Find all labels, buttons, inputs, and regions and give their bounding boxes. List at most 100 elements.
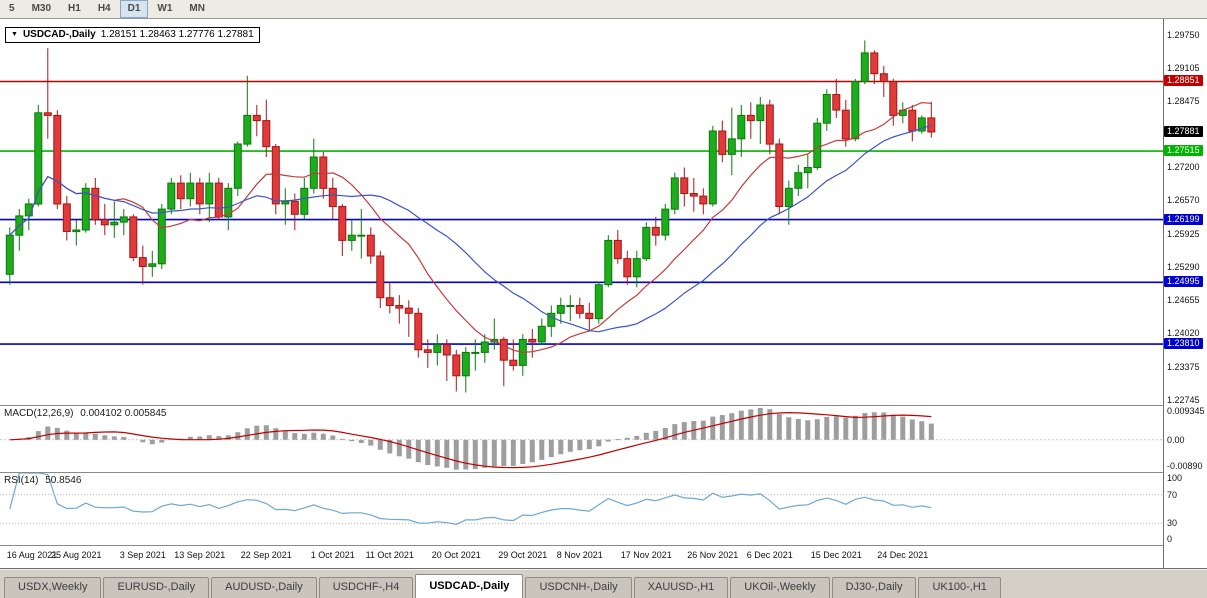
price-axis[interactable]: 1.29750 1.29105 1.28475 1.27200 1.26570 1.259… — [1163, 19, 1207, 568]
candle — [537, 325, 546, 343]
candle — [100, 219, 109, 226]
candle — [176, 182, 185, 200]
chart-window: ▼ USDCAD-,Daily 1.28151 1.28463 1.27776 … — [0, 19, 1207, 569]
macd-values: 0.004102 0.005845 — [80, 408, 167, 419]
rsi-pane[interactable]: RSI(14) 50.8546 — [0, 473, 1163, 545]
candle — [689, 193, 698, 197]
price-axis-label: 1.22745 — [1167, 395, 1200, 405]
candle — [794, 172, 803, 189]
macd-plot[interactable] — [0, 406, 1163, 472]
level-price-badge: 1.28851 — [1164, 75, 1203, 86]
candle — [34, 112, 43, 205]
rsi-plot[interactable] — [0, 473, 1163, 545]
timeframe-button-w1[interactable]: W1 — [157, 3, 173, 14]
candle — [727, 138, 736, 155]
candle — [319, 156, 328, 189]
pane-divider[interactable] — [0, 405, 1207, 406]
candle — [613, 239, 622, 260]
macd-indicator-label: MACD(12,26,9) 0.004102 0.005845 — [4, 408, 170, 419]
chevron-down-icon[interactable]: ▼ — [11, 30, 18, 38]
candle — [651, 226, 660, 236]
candle — [119, 216, 128, 223]
time-axis-label: 16 Aug 2021 — [6, 550, 58, 560]
chart-tab-usdx-weekly[interactable]: USDX,Weekly — [4, 577, 102, 598]
candle — [670, 177, 679, 210]
candle — [898, 109, 907, 116]
candle — [737, 114, 746, 140]
time-axis-label: 29 Oct 2021 — [498, 550, 548, 560]
time-axis-label: 3 Sep 2021 — [119, 550, 166, 560]
time-axis[interactable]: 16 Aug 2021 25 Aug 2021 3 Sep 2021 13 Sep 2… — [0, 546, 1163, 568]
pane-divider[interactable] — [0, 472, 1207, 473]
level-price-badge: 1.27515 — [1164, 145, 1203, 156]
candle — [870, 52, 879, 75]
candle — [908, 109, 917, 132]
candle — [528, 338, 537, 343]
candle — [233, 143, 242, 189]
macd-axis-label: 0.009345 — [1167, 406, 1205, 416]
macd-axis-label: -0.00890 — [1167, 461, 1203, 471]
chart-title-box: ▼ USDCAD-,Daily 1.28151 1.28463 1.27776 … — [5, 27, 260, 43]
candle — [53, 114, 62, 205]
price-pane[interactable]: ▼ USDCAD-,Daily 1.28151 1.28463 1.27776 … — [0, 19, 1163, 405]
time-axis-label: 25 Aug 2021 — [50, 550, 102, 560]
candle — [290, 200, 299, 215]
level-price-badge: 1.24995 — [1164, 276, 1203, 287]
candle — [157, 208, 166, 265]
rsi-axis-label: 30 — [1167, 518, 1178, 528]
timeframe-button-d1[interactable]: D1 — [119, 0, 149, 18]
candle — [186, 182, 195, 200]
candle — [803, 167, 812, 174]
candle — [195, 182, 204, 205]
chart-tab-xauusd-h1[interactable]: XAUUSD-,H1 — [633, 577, 729, 598]
candle — [395, 305, 404, 309]
timeframe-button-5[interactable]: 5 — [9, 3, 15, 14]
candle — [366, 234, 375, 257]
candle — [43, 112, 52, 116]
timeframe-button-mn[interactable]: MN — [189, 3, 205, 14]
rsi-value: 50.8546 — [45, 475, 82, 486]
candle — [632, 258, 641, 278]
chart-tab-uk100-h1[interactable]: UK100-,H1 — [918, 577, 1001, 598]
timeframe-button-m30[interactable]: M30 — [31, 3, 52, 14]
chart-tab-audusd-daily[interactable]: AUDUSD-,Daily — [211, 577, 317, 598]
macd-pane[interactable]: MACD(12,26,9) 0.004102 0.005845 — [0, 406, 1163, 472]
chart-tab-usdcnh-daily[interactable]: USDCNH-,Daily — [525, 577, 632, 598]
candle — [623, 258, 632, 278]
candle — [680, 177, 689, 194]
chart-tab-ukoil-weekly[interactable]: UKOil-,Weekly — [730, 577, 830, 598]
candle — [471, 351, 480, 354]
macd-axis-label: 0.00 — [1167, 435, 1185, 445]
price-axis-label: 1.25925 — [1167, 229, 1200, 239]
chart-tab-usdcad-daily[interactable]: USDCAD-,Daily — [415, 574, 524, 598]
candle — [214, 182, 223, 218]
candle — [509, 359, 518, 366]
rsi-axis-label: 100 — [1167, 473, 1183, 483]
candle — [927, 117, 936, 133]
time-axis-label: 24 Dec 2021 — [877, 550, 929, 560]
timeframe-button-h4[interactable]: H4 — [97, 3, 111, 14]
candle — [91, 187, 100, 221]
time-axis-label: 13 Sep 2021 — [174, 550, 226, 560]
candle — [718, 130, 727, 155]
chart-tab-eurusd-daily[interactable]: EURUSD-,Daily — [103, 577, 210, 598]
candle — [708, 130, 717, 205]
rsi-axis-label: 70 — [1167, 490, 1178, 500]
candle — [300, 187, 309, 215]
candle — [746, 114, 755, 122]
candlestick-plot[interactable] — [0, 19, 1163, 405]
candle — [205, 182, 214, 205]
candle — [661, 208, 670, 236]
price-axis-label: 1.24020 — [1167, 328, 1200, 338]
chart-tab-usdchf-h4[interactable]: USDCHF-,H4 — [318, 577, 414, 598]
timeframe-button-h1[interactable]: H1 — [68, 3, 81, 14]
chart-tab-bar: USDX,Weekly EURUSD-,Daily AUDUSD-,Daily USD… — [0, 569, 1207, 598]
candle — [5, 234, 14, 275]
candle — [566, 305, 575, 307]
level-price-badge: 1.26199 — [1164, 214, 1203, 225]
candle — [841, 109, 850, 140]
pane-divider[interactable] — [0, 545, 1207, 546]
rsi-axis-label: 0 — [1167, 534, 1173, 544]
chart-tab-dj30-daily[interactable]: DJ30-,Daily — [831, 577, 917, 598]
candle — [699, 195, 708, 205]
